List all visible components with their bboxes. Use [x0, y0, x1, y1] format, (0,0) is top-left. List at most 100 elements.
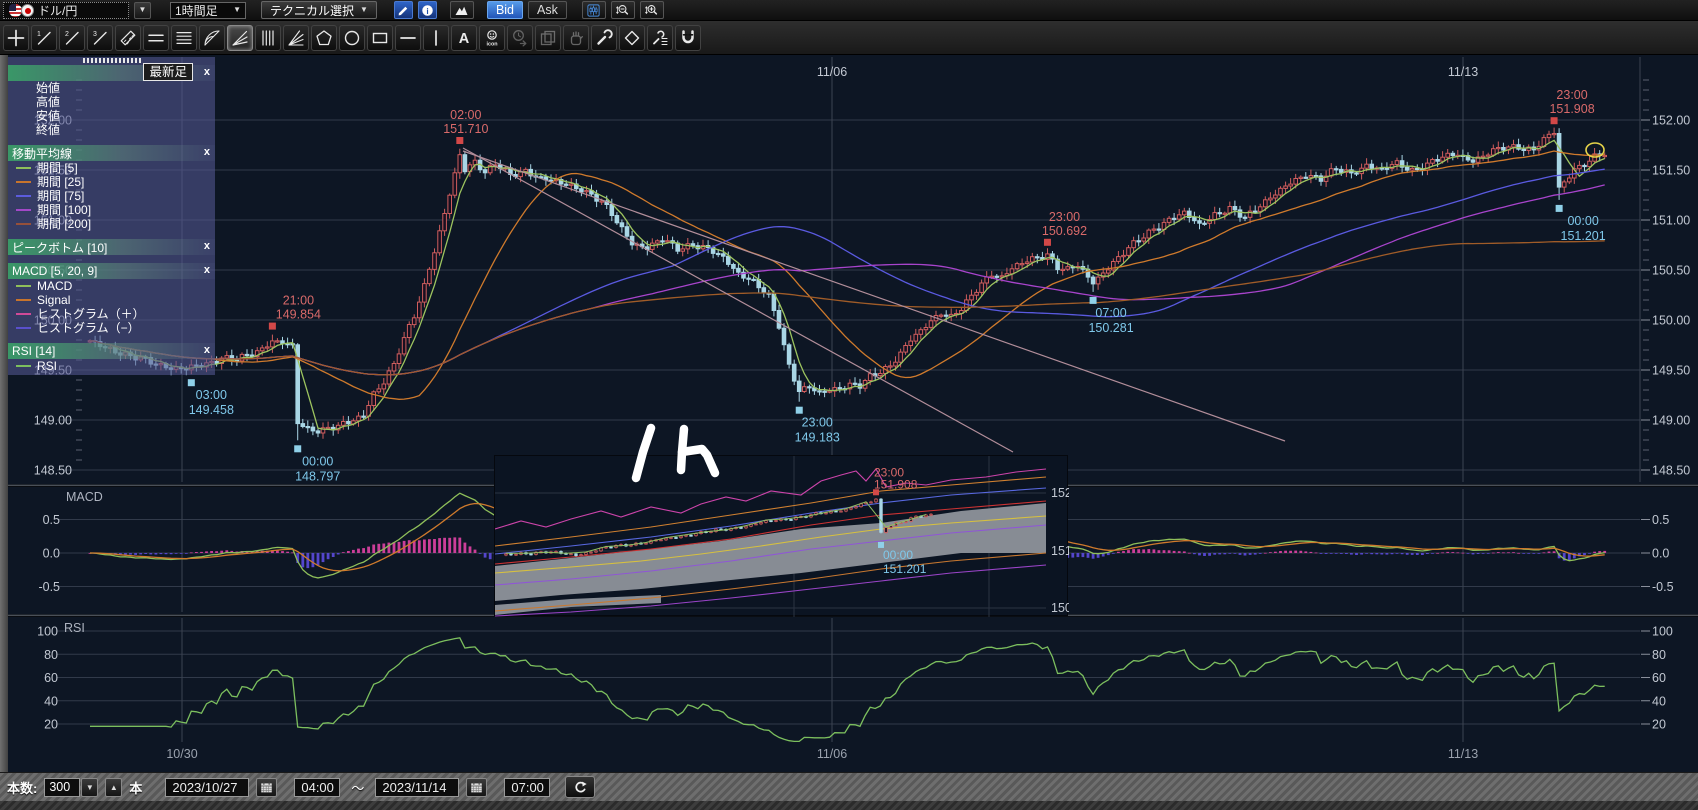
legend-section-header[interactable]: 移動平均線 x	[8, 145, 215, 161]
copy-tool[interactable]	[535, 24, 561, 51]
close-icon[interactable]: x	[203, 146, 210, 158]
window-left-border	[0, 55, 8, 772]
speed-lines-tool[interactable]	[283, 24, 309, 51]
time-to-input[interactable]: 07:00	[504, 777, 551, 797]
technical-select-button[interactable]: テクニカル選択 ▼	[261, 1, 377, 19]
close-icon[interactable]: x	[203, 264, 210, 276]
time-shift-tool[interactable]	[507, 24, 533, 51]
parallel-lines-tool[interactable]	[143, 24, 169, 51]
count-increase-button[interactable]: ▲	[105, 777, 123, 797]
legend-section-header[interactable]: RSI [14] x	[8, 343, 215, 359]
chart-type-button[interactable]	[449, 1, 474, 19]
currency-pair-label: ドル/円	[38, 3, 78, 18]
close-icon[interactable]: x	[203, 344, 210, 356]
svg-text:A: A	[459, 31, 470, 47]
wrench-icon	[594, 28, 614, 48]
ask-button[interactable]: Ask	[528, 1, 567, 19]
pan-tool[interactable]	[563, 24, 589, 51]
svg-text:80: 80	[1652, 648, 1666, 662]
svg-text:03:00: 03:00	[196, 388, 227, 402]
zoom-out-button[interactable]	[610, 1, 635, 19]
ruler-tool[interactable]	[115, 24, 141, 51]
reload-button[interactable]	[565, 776, 596, 798]
text-tool[interactable]: A	[451, 24, 477, 51]
fibonacci-arc-tool[interactable]	[199, 24, 225, 51]
par2-icon	[146, 28, 166, 48]
legend-section-header[interactable]: MACD [5, 20, 9] x	[8, 263, 215, 279]
info-button[interactable]: i	[417, 1, 437, 19]
timeframe-selector[interactable]: 1時間足 ▼	[170, 1, 246, 19]
icon-stamp-tool[interactable]: icon	[479, 24, 505, 51]
trendline3-tool[interactable]: 3	[87, 24, 113, 51]
svg-text:151.201: 151.201	[883, 562, 927, 576]
jp-flag-icon	[21, 3, 34, 17]
timeframe-label: 1時間足	[175, 3, 218, 18]
svg-text:150.281: 150.281	[1088, 321, 1133, 335]
main-price-chart[interactable]: 03:00149.45821:00149.85400:00148.79702:0…	[0, 55, 1698, 484]
line-swatch-icon	[16, 365, 31, 367]
drawing-settings-tool[interactable]	[647, 24, 673, 51]
rectangle-tool[interactable]	[367, 24, 393, 51]
horizontal-line-tool[interactable]	[395, 24, 421, 51]
fan-icon	[230, 28, 250, 48]
bar-count-input[interactable]: 300	[44, 777, 81, 797]
candle-settings-icon	[586, 3, 601, 18]
calendar-to-button[interactable]	[466, 777, 488, 797]
legend-drag-handle[interactable]	[82, 58, 141, 63]
line-swatch-icon	[16, 167, 31, 169]
info-icon: i	[420, 3, 435, 18]
close-icon[interactable]: x	[203, 66, 210, 78]
count-decrease-button[interactable]: ▼	[81, 777, 99, 797]
ellipse-tool[interactable]	[339, 24, 365, 51]
edit-drawing-tool[interactable]	[591, 24, 617, 51]
eraser-tool[interactable]	[619, 24, 645, 51]
bid-button[interactable]: Bid	[486, 1, 524, 19]
svg-text:151.201: 151.201	[1561, 229, 1606, 243]
candle-settings-button[interactable]	[581, 1, 606, 19]
calendar-icon	[259, 780, 274, 795]
inset-chart-window[interactable]: 23:00 151.908 00:00 151.201 152 151 150	[494, 455, 1069, 617]
pair-dropdown-button[interactable]: ▼	[134, 1, 151, 19]
speedfan-icon	[286, 28, 306, 48]
draw-pencil-button[interactable]	[393, 1, 413, 19]
line-swatch-icon	[16, 299, 31, 301]
latest-bar-tab[interactable]: 最新足	[143, 63, 193, 81]
time-from-input[interactable]: 04:00	[294, 777, 341, 797]
snap-magnet-tool[interactable]	[675, 24, 701, 51]
svg-text:60: 60	[44, 671, 58, 685]
legend-row: 期間 [25]	[8, 175, 215, 189]
zoom-in-button[interactable]	[639, 1, 664, 19]
svg-text:00:00: 00:00	[302, 454, 333, 468]
vertical-lines-tool[interactable]	[255, 24, 281, 51]
svg-text:20: 20	[44, 718, 58, 732]
svg-text:151.710: 151.710	[443, 122, 488, 136]
line-swatch-icon	[16, 223, 31, 225]
vertical-line-tool[interactable]	[423, 24, 449, 51]
pentagon-tool[interactable]	[311, 24, 337, 51]
svg-text:10/30: 10/30	[166, 747, 197, 761]
legend-section-header[interactable]: 最新足 x	[8, 63, 215, 81]
svg-text:-0.5: -0.5	[1652, 580, 1674, 594]
date-to-input[interactable]: 2023/11/14	[375, 777, 460, 797]
multi-horizontal-lines-tool[interactable]	[171, 24, 197, 51]
legend-section-header[interactable]: ピークボトム [10] x	[8, 239, 215, 255]
range-separator: ～	[351, 780, 365, 796]
footer-toolbar: 本数: 300 ▼ ▲ 本 2023/10/27 04:00 ～ 2023/11…	[0, 772, 1698, 801]
calendar-from-button[interactable]	[256, 777, 278, 797]
currency-pair-selector[interactable]: ドル/円	[3, 1, 129, 19]
magnet-icon	[678, 28, 698, 48]
ruler-icon	[118, 28, 138, 48]
fan-lines-tool[interactable]	[227, 24, 253, 51]
rsi-panel[interactable]: 100 100 80 80 60 60 40 40 20 20 RSI 10/30 11/06 11/13	[0, 616, 1698, 772]
close-icon[interactable]: x	[203, 240, 210, 252]
us-flag-icon	[9, 3, 22, 17]
trendline1-tool[interactable]: 1	[31, 24, 57, 51]
trendline2-tool[interactable]: 2	[59, 24, 85, 51]
crosshair-tool[interactable]	[3, 24, 29, 51]
svg-text:2: 2	[65, 31, 69, 38]
chevron-down-icon: ▼	[233, 5, 241, 14]
indicator-legend-panel[interactable]: 最新足 x 始値 高値 安値 終値 移動平均線 x 期間 [5] 期間 [25] 期間 [75] 期間…	[8, 57, 215, 375]
date-from-input[interactable]: 2023/10/27	[165, 777, 250, 797]
line-swatch-icon	[16, 209, 31, 211]
par4-icon	[174, 28, 194, 48]
